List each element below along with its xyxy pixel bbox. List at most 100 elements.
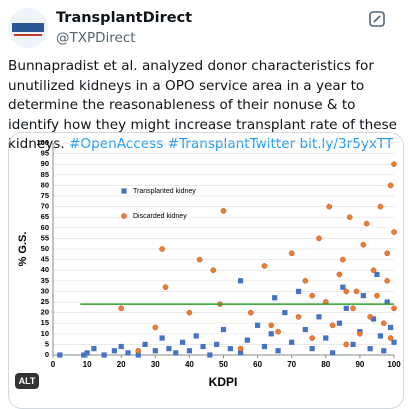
y-tick-label: 50 (41, 244, 49, 253)
author-handle[interactable]: @TXPDirect (56, 30, 136, 46)
point (380, 320, 387, 326)
link[interactable]: bit.ly/3r5yxTT (299, 136, 394, 152)
point (210, 267, 217, 273)
y-tick-label: 35 (41, 276, 49, 285)
point (357, 330, 363, 337)
point (309, 346, 315, 352)
avatar[interactable] (8, 8, 48, 48)
y-tick-label: 25 (41, 297, 49, 306)
point (111, 348, 117, 354)
point (363, 220, 370, 227)
media-card[interactable]: % G.S. KDPI ALT 0 5 10 15 20 25 30 35 40 45 50 55 60… (8, 132, 404, 409)
x-axis-label: KDPI (209, 375, 238, 389)
author-name[interactable]: TransplantDirect (56, 10, 193, 26)
point (237, 278, 244, 284)
tweet-text: Bunnapradist et al. analyzed donor chara… (8, 57, 406, 155)
point (237, 345, 244, 352)
hashtag[interactable]: #OpenAccess (69, 136, 164, 152)
menu-icon[interactable] (368, 10, 386, 28)
point (391, 339, 397, 345)
point (196, 256, 203, 263)
y-tick-label: 85 (41, 170, 49, 179)
x-tick-label: 0 (51, 360, 56, 369)
alt-badge[interactable] (15, 373, 39, 389)
point (125, 350, 131, 356)
x-tick-label: 90 (355, 360, 364, 369)
point (289, 339, 295, 345)
point (384, 250, 390, 257)
point (340, 284, 346, 290)
point (381, 348, 387, 354)
point (367, 346, 373, 352)
point (118, 343, 124, 350)
point (247, 309, 254, 316)
point (152, 348, 158, 354)
y-tick-label: 90 (41, 159, 49, 168)
hashtag[interactable]: #TransplantTwitter (167, 136, 296, 152)
point (162, 284, 169, 290)
legend-label: Transplanted kidney (133, 188, 196, 195)
x-tick-label: 60 (253, 360, 262, 369)
point (340, 256, 346, 263)
y-tick-label: 15 (41, 318, 49, 327)
y-tick-label: 100 (36, 138, 49, 147)
y-tick-label: 95 (41, 149, 49, 158)
point (343, 288, 350, 295)
x-tick-label: 50 (219, 360, 228, 369)
alt-badge-text[interactable]: ALT (19, 376, 36, 386)
point (91, 346, 97, 352)
legend-label: Discarded kidney (133, 213, 187, 220)
point (316, 235, 322, 242)
point (159, 335, 165, 341)
point (275, 348, 281, 354)
point (207, 352, 213, 358)
point (350, 341, 356, 347)
point (84, 350, 90, 356)
point (346, 214, 353, 220)
y-tick-label: 40 (41, 265, 49, 274)
page: TransplantDirect @TXPDirect Bunnapradist… (8, 8, 406, 409)
point (282, 310, 288, 316)
point (384, 299, 390, 305)
point (370, 267, 377, 273)
point (261, 263, 268, 269)
point (323, 335, 329, 341)
point (391, 229, 397, 235)
point (302, 326, 308, 333)
x-tick-label: 20 (117, 360, 126, 369)
x-tick-label: 30 (151, 360, 160, 369)
chart: % G.S. KDPI ALT 051015202530354045505560… (15, 138, 401, 389)
y-tick-label: 30 (41, 286, 49, 295)
point (81, 352, 87, 358)
tweet-body: Bunnapradist et al. analyzed donor chara… (8, 58, 398, 152)
y-tick-label: 45 (41, 255, 49, 264)
point (135, 352, 141, 358)
point (350, 305, 356, 312)
y-tick-label: 70 (41, 202, 49, 211)
point (329, 322, 336, 329)
point (118, 305, 124, 312)
point (374, 271, 380, 278)
point (336, 320, 343, 326)
y-tick-label: 65 (41, 212, 49, 221)
point (367, 314, 373, 320)
point (326, 203, 333, 210)
point (387, 335, 394, 341)
point (343, 305, 349, 311)
point (343, 341, 350, 348)
point (261, 343, 268, 350)
point (275, 328, 281, 335)
point (377, 333, 383, 339)
y-tick-label: 20 (41, 308, 49, 317)
point (295, 288, 302, 294)
point (391, 161, 397, 168)
point (200, 343, 206, 350)
point (159, 246, 165, 252)
point (152, 324, 159, 331)
point (227, 346, 233, 352)
y-tick-label: 10 (41, 329, 49, 338)
point (135, 347, 142, 354)
y-axis-label: % G.S. (17, 232, 29, 267)
point (268, 322, 275, 329)
point (101, 352, 107, 358)
